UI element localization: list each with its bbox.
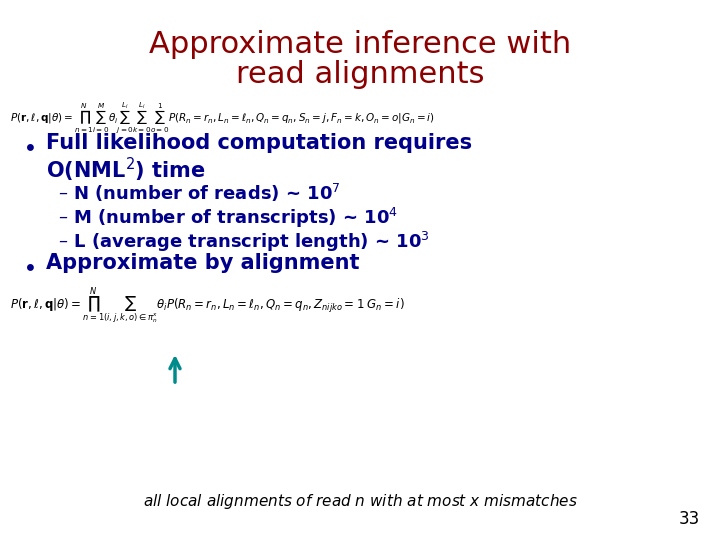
Text: Approximate inference with: Approximate inference with bbox=[149, 30, 571, 59]
Text: Approximate by alignment: Approximate by alignment bbox=[46, 253, 359, 273]
Text: O(NML$^2$) time: O(NML$^2$) time bbox=[46, 156, 206, 184]
Text: Full likelihood computation requires: Full likelihood computation requires bbox=[46, 133, 472, 153]
Text: all local alignments of read $n$ with at most $x$ mismatches: all local alignments of read $n$ with at… bbox=[143, 492, 577, 511]
Text: – L (average transcript length) ~ 10$^3$: – L (average transcript length) ~ 10$^3$ bbox=[58, 230, 430, 254]
Text: $P(\mathbf{r}, \ell, \mathbf{q}|\theta) = \prod_{n=1}^{N} \sum_{i=0}^{M} \theta_: $P(\mathbf{r}, \ell, \mathbf{q}|\theta) … bbox=[10, 100, 435, 135]
Text: – M (number of transcripts) ~ 10$^4$: – M (number of transcripts) ~ 10$^4$ bbox=[58, 206, 398, 230]
Text: $\bullet$: $\bullet$ bbox=[22, 134, 35, 158]
Text: $P(\mathbf{r}, \ell, \mathbf{q}|\theta) = \prod_{n=1}^{N}\sum_{(i,j,k,o) \in \pi: $P(\mathbf{r}, \ell, \mathbf{q}|\theta) … bbox=[10, 285, 405, 326]
Text: $\bullet$: $\bullet$ bbox=[22, 254, 35, 278]
Text: read alignments: read alignments bbox=[235, 60, 485, 89]
Text: 33: 33 bbox=[679, 510, 700, 528]
Text: – N (number of reads) ~ 10$^7$: – N (number of reads) ~ 10$^7$ bbox=[58, 182, 341, 204]
